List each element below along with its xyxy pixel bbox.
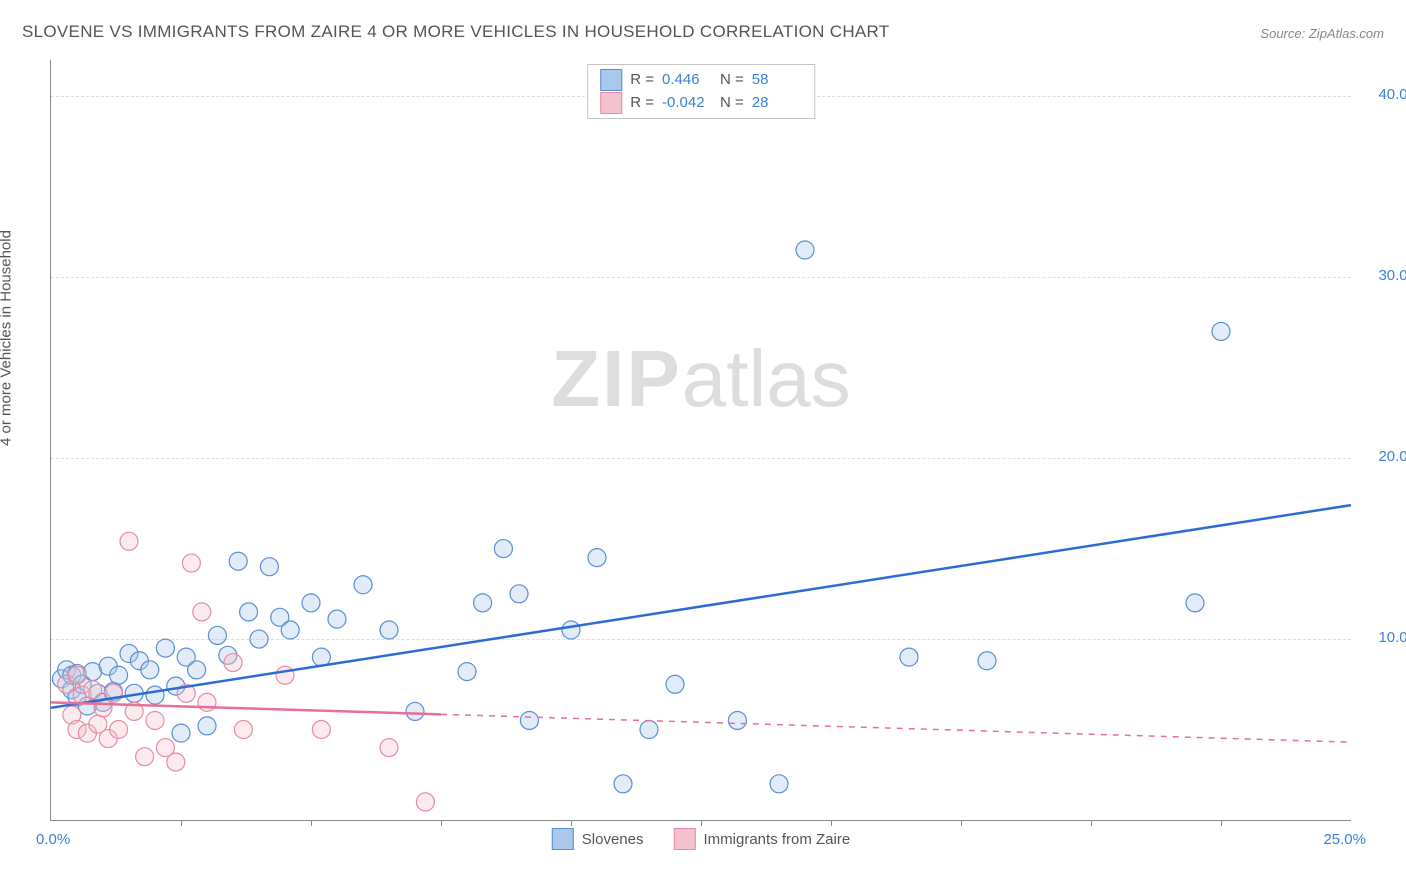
source-credit: Source: ZipAtlas.com — [1260, 26, 1384, 41]
stat-r-value: -0.042 — [662, 92, 712, 115]
y-tick-label: 30.0% — [1378, 267, 1406, 284]
data-point — [354, 576, 372, 594]
stat-r-label: R = — [630, 92, 654, 115]
data-point — [68, 666, 86, 684]
series-legend: Slovenes Immigrants from Zaire — [552, 828, 850, 850]
stat-n-label: N = — [720, 92, 744, 115]
stat-n-value: 28 — [752, 92, 802, 115]
x-tick — [181, 820, 182, 826]
data-point — [588, 549, 606, 567]
data-point — [156, 639, 174, 657]
data-point — [110, 721, 128, 739]
data-point — [458, 663, 476, 681]
trend-line-dashed — [441, 714, 1351, 742]
data-point — [380, 621, 398, 639]
data-point — [406, 702, 424, 720]
x-tick — [571, 820, 572, 826]
data-point — [281, 621, 299, 639]
data-point — [136, 748, 154, 766]
data-point — [978, 652, 996, 670]
x-axis-max-label: 25.0% — [1323, 831, 1366, 848]
data-point — [198, 717, 216, 735]
data-point — [770, 775, 788, 793]
data-point — [1186, 594, 1204, 612]
data-point — [146, 686, 164, 704]
legend-swatch — [674, 828, 696, 850]
data-point — [229, 552, 247, 570]
data-point — [276, 666, 294, 684]
data-point — [110, 666, 128, 684]
y-axis-label: 4 or more Vehicles in Household — [0, 230, 15, 446]
data-point — [302, 594, 320, 612]
y-tick-label: 40.0% — [1378, 86, 1406, 103]
chart-title: SLOVENE VS IMMIGRANTS FROM ZAIRE 4 OR MO… — [22, 22, 890, 42]
legend-label: Immigrants from Zaire — [704, 831, 851, 848]
data-point — [234, 721, 252, 739]
legend-swatch — [600, 92, 622, 114]
x-tick — [1091, 820, 1092, 826]
data-point — [494, 540, 512, 558]
data-point — [900, 648, 918, 666]
data-point — [562, 621, 580, 639]
data-point — [666, 675, 684, 693]
data-point — [520, 711, 538, 729]
x-tick — [311, 820, 312, 826]
x-tick — [961, 820, 962, 826]
x-tick — [831, 820, 832, 826]
data-point — [193, 603, 211, 621]
data-point — [188, 661, 206, 679]
y-tick-label: 20.0% — [1378, 448, 1406, 465]
stat-n-value: 58 — [752, 69, 802, 92]
data-point — [172, 724, 190, 742]
scatter-svg — [51, 60, 1351, 820]
data-point — [312, 721, 330, 739]
data-point — [260, 558, 278, 576]
legend-item: Slovenes — [552, 828, 644, 850]
x-tick — [701, 820, 702, 826]
plot-area: ZIPatlas 10.0%20.0%30.0%40.0% R = 0.446 … — [50, 60, 1351, 821]
legend-item: Immigrants from Zaire — [674, 828, 851, 850]
data-point — [380, 739, 398, 757]
data-point — [250, 630, 268, 648]
data-point — [416, 793, 434, 811]
stats-row: R = -0.042 N = 28 — [600, 92, 802, 115]
stats-legend-box: R = 0.446 N = 58 R = -0.042 N = 28 — [587, 64, 815, 119]
data-point — [84, 681, 102, 699]
data-point — [510, 585, 528, 603]
stats-row: R = 0.446 N = 58 — [600, 69, 802, 92]
x-tick — [1221, 820, 1222, 826]
data-point — [328, 610, 346, 628]
data-point — [208, 626, 226, 644]
data-point — [224, 654, 242, 672]
data-point — [182, 554, 200, 572]
stat-r-value: 0.446 — [662, 69, 712, 92]
x-tick — [441, 820, 442, 826]
data-point — [240, 603, 258, 621]
data-point — [1212, 322, 1230, 340]
data-point — [796, 241, 814, 259]
stat-n-label: N = — [720, 69, 744, 92]
data-point — [141, 661, 159, 679]
legend-swatch — [600, 69, 622, 91]
x-axis-min-label: 0.0% — [36, 831, 70, 848]
stat-r-label: R = — [630, 69, 654, 92]
legend-swatch — [552, 828, 574, 850]
data-point — [167, 753, 185, 771]
y-tick-label: 10.0% — [1378, 629, 1406, 646]
data-point — [614, 775, 632, 793]
data-point — [474, 594, 492, 612]
data-point — [146, 711, 164, 729]
data-point — [198, 693, 216, 711]
data-point — [120, 532, 138, 550]
data-point — [728, 711, 746, 729]
legend-label: Slovenes — [582, 831, 644, 848]
data-point — [640, 721, 658, 739]
